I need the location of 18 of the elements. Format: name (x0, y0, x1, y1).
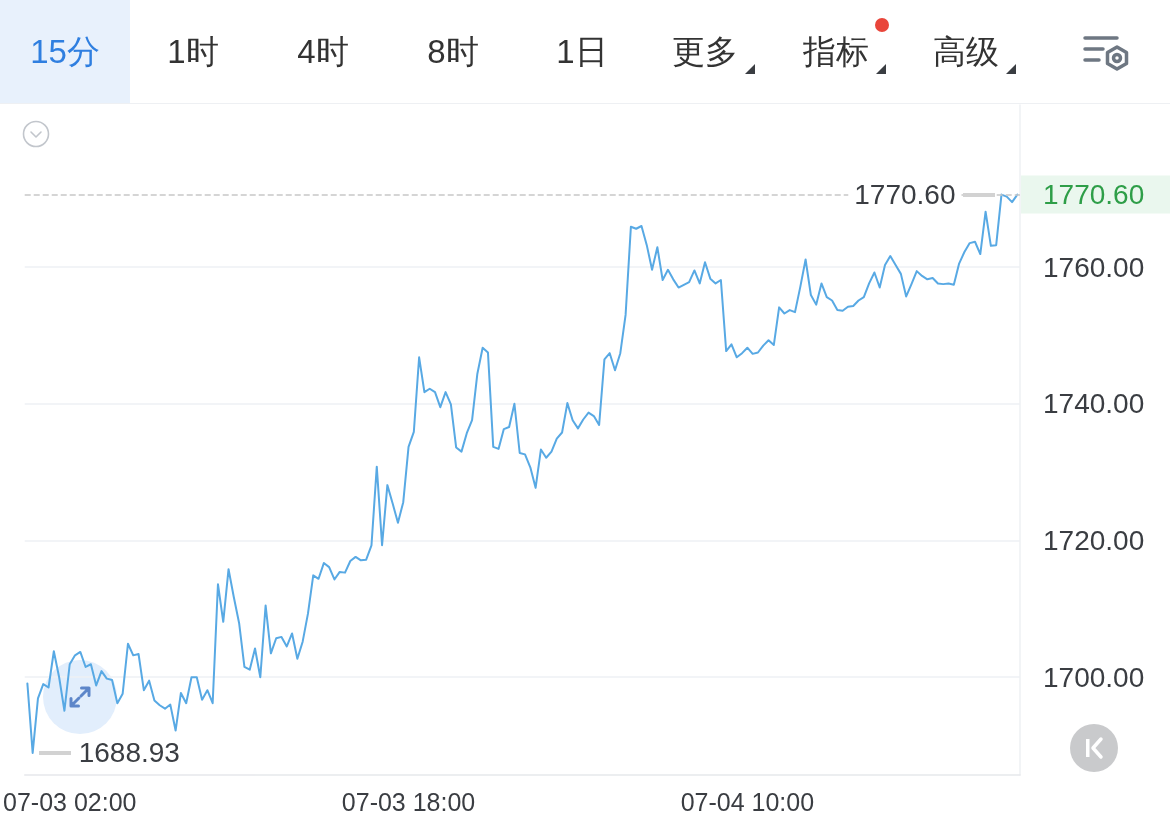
x-tick-label: 07-04 10:00 (680, 787, 815, 816)
ref-line-label: 1770.60 (1043, 179, 1145, 211)
annotation: 1770.60 (854, 179, 956, 211)
y-tick-label: 1720.00 (1043, 525, 1145, 556)
text: 高级 (933, 31, 999, 72)
y-tick-label: 1740.00 (1043, 388, 1145, 420)
text: 指标 (803, 31, 869, 72)
text: 4时 (297, 31, 349, 72)
text: 8时 (427, 31, 479, 72)
y-tick-label: 1760.00 (1043, 251, 1145, 283)
annotation: 1688.93 (78, 737, 180, 769)
text: 15分 (30, 31, 100, 72)
y-tick-label: 1700.00 (1043, 661, 1145, 693)
x-tick-label: 07-03 02:00 (3, 787, 137, 816)
x-tick-label: 07-03 18:00 (341, 787, 476, 816)
text: 1时 (167, 31, 219, 72)
text: 1日 (556, 31, 608, 72)
text: 更多 (672, 31, 738, 72)
